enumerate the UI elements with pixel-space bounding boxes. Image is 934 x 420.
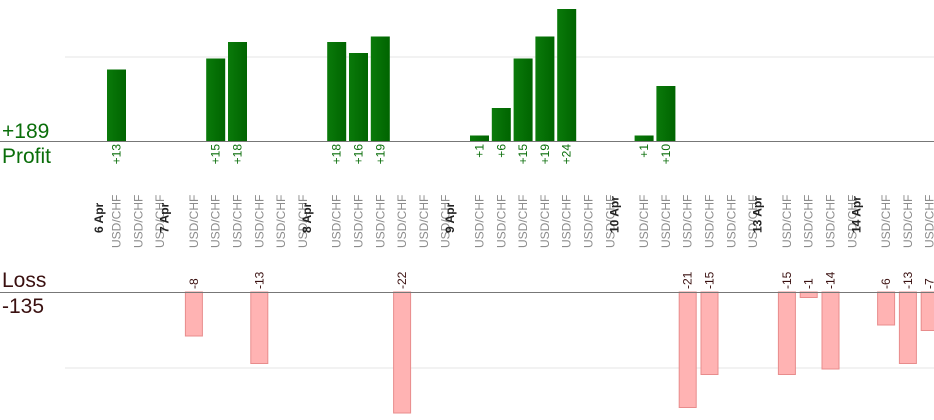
profit-bar — [470, 135, 489, 141]
pair-label: USD/CHF — [330, 195, 344, 248]
profit-bar — [107, 69, 126, 141]
loss-value-label: -7 — [923, 278, 934, 289]
profit-bar — [557, 9, 577, 141]
loss-bar — [877, 291, 896, 326]
profit-value-label: +18 — [330, 144, 344, 165]
loss-value-label: -1 — [802, 278, 816, 289]
date-label: 9 Apr — [443, 202, 457, 233]
profit-value-label: +13 — [110, 144, 124, 165]
loss-value-label: -14 — [824, 271, 838, 289]
pair-label: USD/CHF — [417, 195, 431, 248]
pair-label: USD/CHF — [724, 195, 738, 248]
loss-bar — [393, 291, 412, 414]
pair-label: USD/CHF — [516, 195, 530, 248]
pair-label: USD/CHF — [901, 195, 915, 248]
loss-bar — [250, 291, 269, 364]
date-label: 6 Apr — [92, 202, 106, 233]
loss-value-label: -22 — [395, 271, 409, 289]
pair-label: USD/CHF — [274, 195, 288, 248]
loss-bar — [700, 291, 719, 375]
profit-bar — [513, 58, 533, 141]
pair-label: USD/CHF — [637, 195, 651, 248]
pair-label: USD/CHF — [746, 195, 760, 248]
loss-bar — [777, 291, 796, 375]
profit-bar — [349, 53, 368, 141]
pair-label: USD/CHF — [845, 195, 859, 248]
pair-label: USD/CHF — [131, 195, 145, 248]
pair-label: USD/CHF — [703, 195, 717, 248]
loss-total: -135 — [2, 295, 44, 318]
pair-label: USD/CHF — [352, 195, 366, 248]
profit-value-label: +15 — [516, 144, 530, 165]
loss-value-label: -15 — [780, 271, 794, 289]
pair-label: USD/CHF — [473, 195, 487, 248]
profit-bar — [370, 36, 390, 141]
loss-bar — [184, 291, 203, 337]
profit-bar — [535, 36, 555, 141]
profit-value-label: +1 — [637, 144, 651, 158]
category-labels: USD/CHF USD/CHF USD/CHF USD/CHF USD/CHF USD/C… — [92, 195, 934, 248]
profit-value-label: +24 — [560, 144, 574, 165]
pair-label: USD/CHF — [681, 195, 695, 248]
value-labels: +13 -8 +15 +18 -13 +18 +16 +19 -22 +1 +6 +15 +19 +24 +… — [110, 144, 934, 289]
pair-label: USD/CHF — [494, 195, 508, 248]
pair-label: USD/CHF — [231, 195, 245, 248]
profit-value-label: +6 — [494, 144, 508, 158]
profit-value-label: +10 — [659, 144, 673, 165]
pair-label: USD/CHF — [296, 195, 310, 248]
profit-bar — [634, 135, 654, 141]
date-label: 7 Apr — [157, 202, 171, 233]
profit-bar — [656, 86, 676, 141]
loss-bars — [184, 291, 934, 414]
profit-value-label: +1 — [473, 144, 487, 158]
loss-bar — [898, 291, 917, 364]
loss-value-label: -15 — [703, 271, 717, 289]
axes — [0, 141, 934, 293]
pair-label: USD/CHF — [780, 195, 794, 248]
pair-label: USD/CHF — [560, 195, 574, 248]
date-label: 10 Apr — [608, 196, 622, 233]
profit-value-label: +19 — [538, 144, 552, 165]
profit-bar — [491, 108, 511, 141]
loss-label: Loss — [2, 269, 46, 292]
profit-value-label: +19 — [373, 144, 387, 165]
profit-label: Profit — [2, 145, 51, 168]
loss-bar — [920, 291, 934, 331]
loss-value-label: -21 — [681, 271, 695, 289]
date-label: 13 Apr — [750, 196, 764, 233]
pair-label: USD/CHF — [153, 195, 167, 248]
profit-value-label: +16 — [352, 144, 366, 165]
profit-bar — [206, 58, 226, 141]
profit-bar — [228, 42, 247, 141]
loss-value-label: -8 — [187, 278, 201, 289]
pair-label: USD/CHF — [879, 195, 893, 248]
pair-label: USD/CHF — [659, 195, 673, 248]
profit-value-label: +15 — [209, 144, 223, 165]
pair-label: USD/CHF — [923, 195, 934, 248]
date-label: 14 Apr — [850, 196, 864, 233]
pair-label: USD/CHF — [582, 195, 596, 248]
profit-bar — [327, 42, 347, 141]
pair-label: USD/CHF — [802, 195, 816, 248]
pair-label: USD/CHF — [110, 195, 124, 248]
profit-bars — [107, 9, 676, 141]
date-label: 8 Apr — [300, 202, 314, 233]
loss-value-label: -6 — [879, 278, 893, 289]
pair-label: USD/CHF — [439, 195, 453, 248]
pair-label: USD/CHF — [187, 195, 201, 248]
profit-total: +189 — [2, 120, 49, 143]
loss-bar — [821, 291, 840, 370]
pair-label: USD/CHF — [252, 195, 266, 248]
pair-label: USD/CHF — [373, 195, 387, 248]
profit-value-label: +18 — [231, 144, 245, 165]
pair-label: USD/CHF — [824, 195, 838, 248]
loss-value-label: -13 — [901, 271, 915, 289]
pair-label: USD/CHF — [538, 195, 552, 248]
loss-bar — [678, 291, 697, 408]
pair-label: USD/CHF — [209, 195, 223, 248]
pair-label: USD/CHF — [395, 195, 409, 248]
pair-label: USD/CHF — [603, 195, 617, 248]
loss-value-label: -13 — [252, 271, 266, 289]
